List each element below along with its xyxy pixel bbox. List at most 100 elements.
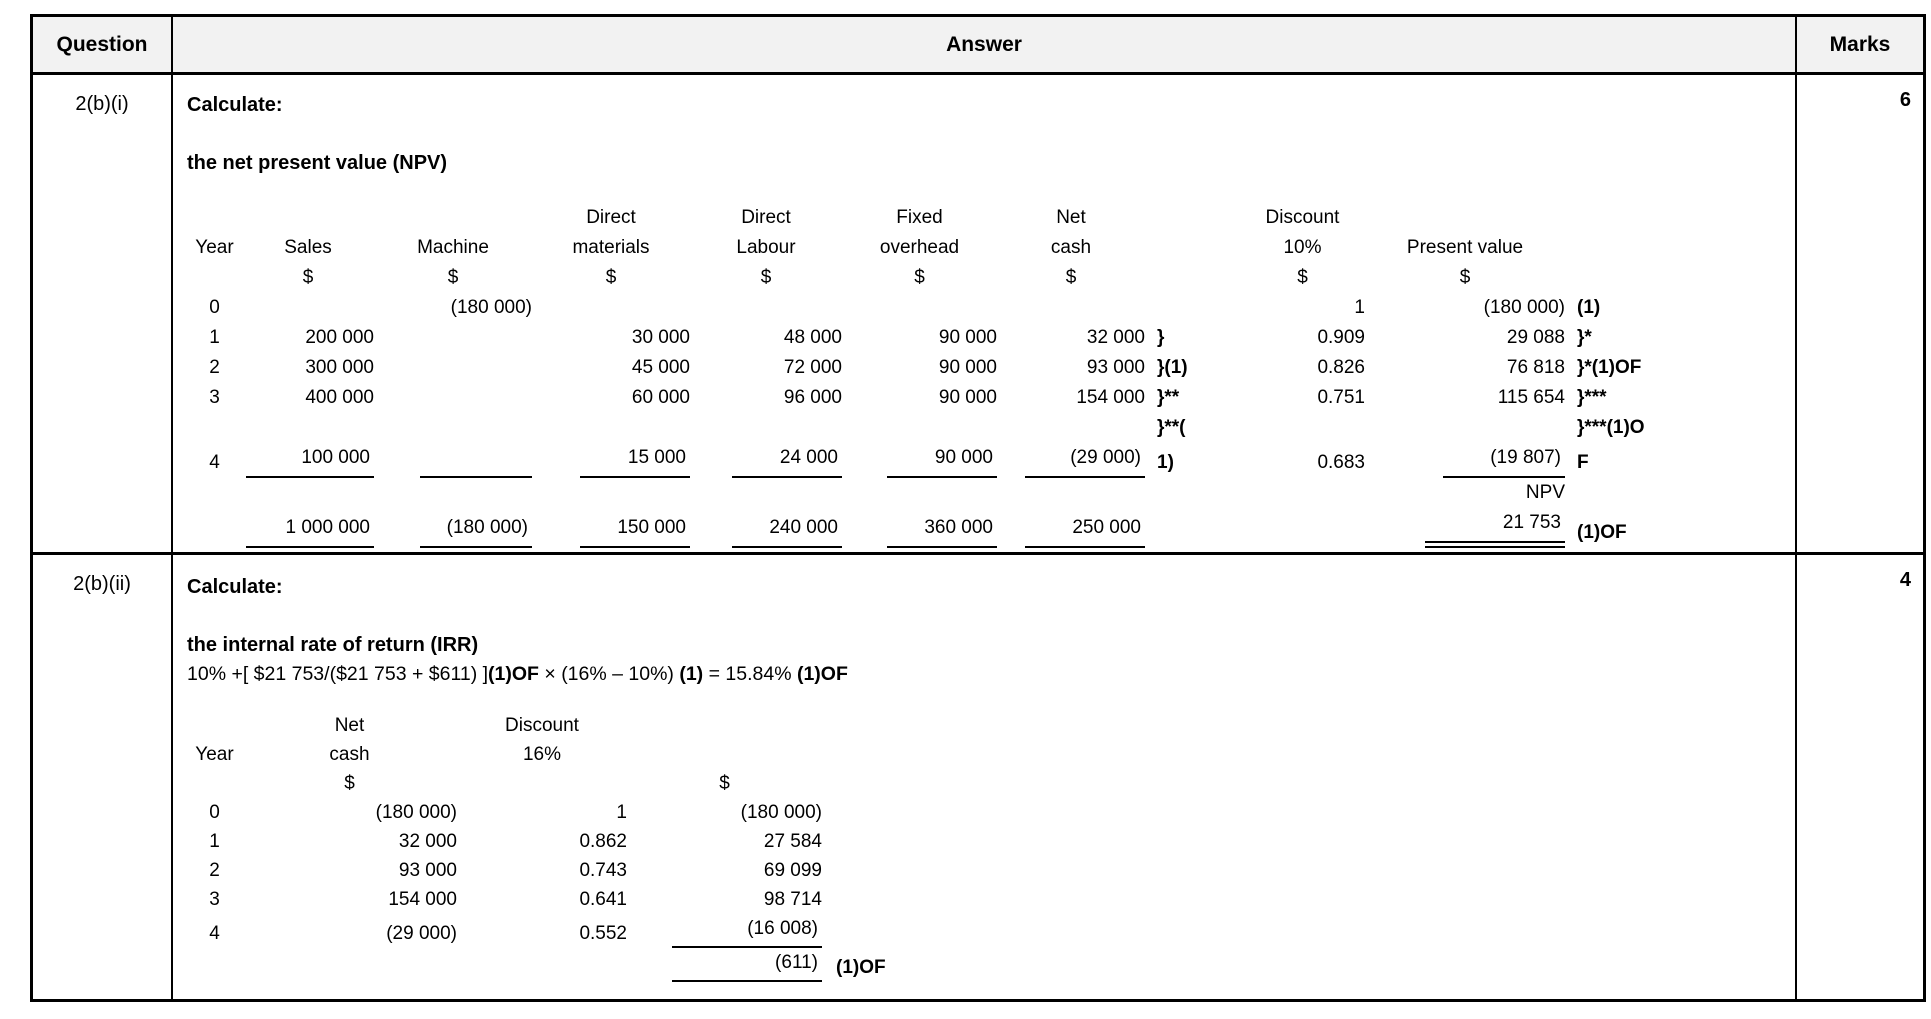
mark-annotation: (1)OF <box>796 663 848 685</box>
total-rule: (19 807) <box>1443 443 1565 478</box>
worksheet-cell: 1) <box>1157 452 1174 473</box>
worksheet-cell <box>374 443 532 478</box>
worksheet-cell: } <box>1157 327 1165 348</box>
worksheet-cell <box>187 203 242 233</box>
worksheet-cell: 360 000 <box>842 508 997 548</box>
worksheet-cell <box>1365 413 1565 443</box>
worksheet-cell: 250 000 <box>997 508 1145 548</box>
worksheet-cell: }*** <box>1577 387 1607 408</box>
worksheet-cell <box>842 293 997 323</box>
marks-header-label: Marks <box>1829 32 1891 56</box>
worksheet-cell <box>627 711 822 740</box>
worksheet-cell <box>627 740 822 769</box>
total-rule <box>420 443 532 478</box>
worksheet-cell <box>822 711 942 740</box>
worksheet-cell <box>1240 413 1365 443</box>
worksheet-row: NPV <box>187 478 1715 508</box>
worksheet-row: 0 (180 000) 1 (180 000) <box>187 798 942 827</box>
worksheet-cell: (180 000) <box>1483 297 1565 318</box>
total-rule: 24 000 <box>732 443 842 478</box>
mark-scheme-table: Question Answer Marks 2(b)(i) Calculate:… <box>30 14 1926 1002</box>
worksheet-row: 2 300 000 45 000 72 000 90 000 93 000}(1) 0.82… <box>187 353 1715 383</box>
worksheet-cell: }(1) <box>1157 357 1188 378</box>
worksheet-cell: $ <box>719 773 730 794</box>
worksheet-cell: 0 <box>209 297 220 318</box>
worksheet-cell <box>187 769 242 798</box>
worksheet-cell: 93 000 <box>398 860 457 881</box>
worksheet-cell: 69 099 <box>763 860 822 881</box>
formula-text: × (16% – 10%) <box>538 663 680 685</box>
worksheet-cell: F <box>1577 452 1589 473</box>
worksheet-cell <box>997 413 1145 443</box>
worksheet-cell: Net <box>334 715 365 736</box>
total-rule: 150 000 <box>580 513 690 548</box>
worksheet-cell <box>822 827 942 856</box>
worksheet-cell: 16% <box>522 744 562 765</box>
worksheet-cell <box>374 353 532 383</box>
worksheet-cell: (1)OF <box>836 957 886 978</box>
worksheet-cell: 27 584 <box>763 831 822 852</box>
worksheet-row: 1 000 000 (180 000) 150 000 240 000 360 000 2… <box>187 508 1715 548</box>
total-rule: 100 000 <box>246 443 374 478</box>
worksheet-cell <box>374 478 532 508</box>
question-number: 2(b)(i) <box>33 75 173 555</box>
worksheet-row: 2 93 000 0.743 69 099 <box>187 856 942 885</box>
total-rule: (16 008) <box>672 914 822 948</box>
worksheet-cell: 400 000 <box>305 387 374 408</box>
worksheet-cell <box>997 293 1145 323</box>
worksheet-cell: 90 000 <box>842 443 997 478</box>
worksheet-cell: 0.683 <box>1317 452 1365 473</box>
worksheet-cell <box>242 413 374 443</box>
spacer <box>187 119 1795 149</box>
worksheet-row: 4 (29 000) 0.552 (16 008) <box>187 914 942 948</box>
worksheet-cell <box>822 769 942 798</box>
worksheet-cell: 300 000 <box>305 357 374 378</box>
double-total-rule: 21 753 <box>1425 508 1565 548</box>
worksheet-cell: $ <box>344 773 355 794</box>
worksheet-cell <box>1145 478 1240 508</box>
worksheet-cell <box>822 914 942 948</box>
worksheet-cell: 76 818 <box>1506 357 1565 378</box>
worksheet-row: 1 200 000 30 000 48 000 90 000 32 000} 0.909 29… <box>187 323 1715 353</box>
worksheet-cell: 60 000 <box>631 387 690 408</box>
worksheet-cell: 240 000 <box>690 508 842 548</box>
worksheet-cell: }*(1)OF <box>1577 357 1642 378</box>
worksheet-cell: 1 000 000 <box>242 508 374 548</box>
worksheet-cell: 0.641 <box>579 889 627 910</box>
worksheet-cell: Discount <box>505 715 579 736</box>
worksheet-cell <box>822 856 942 885</box>
worksheet-cell <box>187 413 242 443</box>
worksheet-cell: cash <box>329 744 370 765</box>
worksheet-cell: Direct <box>586 207 636 228</box>
total-rule: 90 000 <box>887 443 997 478</box>
worksheet-cell: 10% <box>1283 237 1322 258</box>
worksheet-cell: (29 000) <box>997 443 1145 478</box>
worksheet-cell: Net <box>1056 207 1086 228</box>
worksheet-cell: 2 <box>209 357 220 378</box>
worksheet-row: Net Discount <box>187 711 942 740</box>
worksheet-cell <box>822 740 942 769</box>
answer-cell-irr: Calculate: the internal rate of return (… <box>173 555 1797 999</box>
worksheet-cell: Fixed <box>896 207 943 228</box>
worksheet-cell: 154 000 <box>388 889 457 910</box>
total-rule: 240 000 <box>732 513 842 548</box>
worksheet-cell: 0.826 <box>1317 357 1365 378</box>
worksheet-cell: 29 088 <box>1506 327 1565 348</box>
worksheet-cell: 115 654 <box>1497 387 1565 408</box>
worksheet-cell <box>374 203 532 233</box>
worksheet-cell: Present value <box>1406 237 1524 258</box>
worksheet-cell <box>242 203 374 233</box>
npv-working-table-body: Direct Direct Fixed Net Discount Year Sales Mac… <box>187 203 1715 548</box>
worksheet-cell <box>187 948 242 982</box>
answer-cell-npv: Calculate: the net present value (NPV) D… <box>173 75 1797 555</box>
npv-working-table: Direct Direct Fixed Net Discount Year Sales Mac… <box>187 203 1715 548</box>
worksheet-cell: Discount <box>1265 207 1340 228</box>
question-number-label: 2(b)(ii) <box>73 573 131 595</box>
worksheet-cell <box>1365 203 1565 233</box>
formula-text: = 15.84% <box>703 663 797 685</box>
worksheet-cell: }**( <box>1157 417 1186 438</box>
worksheet-cell <box>457 948 627 982</box>
worksheet-cell <box>1145 233 1240 263</box>
worksheet-cell: (16 008) <box>627 914 822 948</box>
worksheet-cell <box>822 798 942 827</box>
